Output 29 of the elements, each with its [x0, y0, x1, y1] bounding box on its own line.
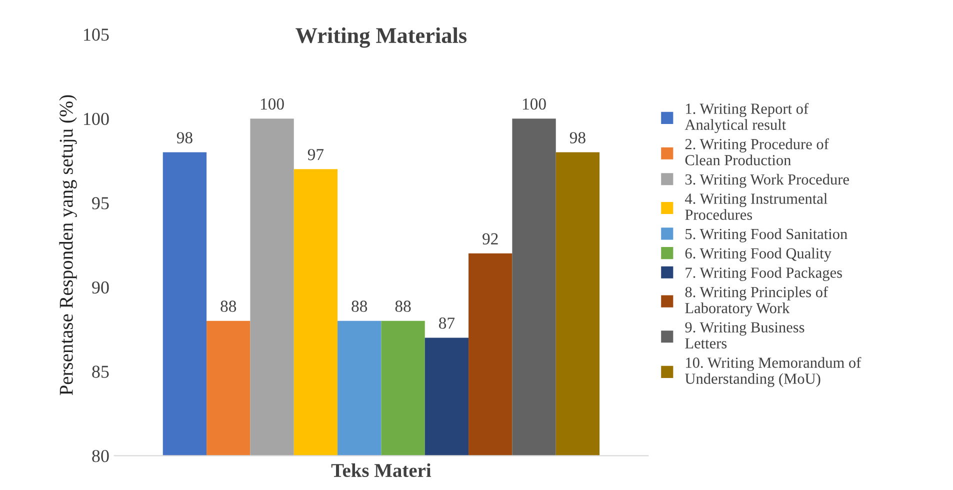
data-label: 100: [261, 98, 284, 110]
y-tick-label: 95: [92, 197, 109, 210]
data-label: 98: [570, 132, 586, 144]
data-label: 88: [220, 300, 236, 312]
y-tick-label: 105: [84, 28, 109, 41]
legend-label: 3. Writing Work Procedure: [685, 174, 849, 188]
legend-label: 5. Writing Food Sanitation: [686, 228, 848, 242]
y-tick-label: 100: [84, 112, 109, 126]
data-label: 87: [439, 318, 455, 329]
data-label: 92: [482, 233, 498, 244]
data-label: 88: [352, 300, 368, 312]
y-tick-label: 80: [92, 450, 109, 462]
data-label: 97: [308, 149, 324, 160]
data-label: 98: [176, 132, 192, 144]
y-axis-title: Persentase Responden yang setuju (%): [59, 95, 77, 396]
legend-label: 1. Writing Report of Analytical result: [684, 102, 809, 134]
y-tick-label: 85: [92, 366, 109, 378]
legend-label: 6. Writing Food Quality: [685, 248, 832, 262]
data-label: 88: [395, 300, 411, 312]
legend-label: 2. Writing Procedure of Clean Production: [685, 138, 829, 166]
legend-label: 9. Writing Business Letters: [685, 322, 804, 348]
chart-title: Writing Materials: [296, 27, 467, 48]
legend-label: 7. Writing Food Packages: [686, 267, 842, 282]
legend-label: 4. Writing Instrumental Procedures: [685, 193, 828, 220]
legend-label: 10. Writing Memorandum of Understanding (MoU): [685, 356, 862, 388]
legend-label: 8. Writing Principles of Laboratory Work: [685, 286, 828, 316]
data-label: 100: [522, 98, 546, 110]
x-axis-title: Teks Materi: [331, 463, 432, 478]
y-tick-label: 90: [92, 281, 109, 294]
